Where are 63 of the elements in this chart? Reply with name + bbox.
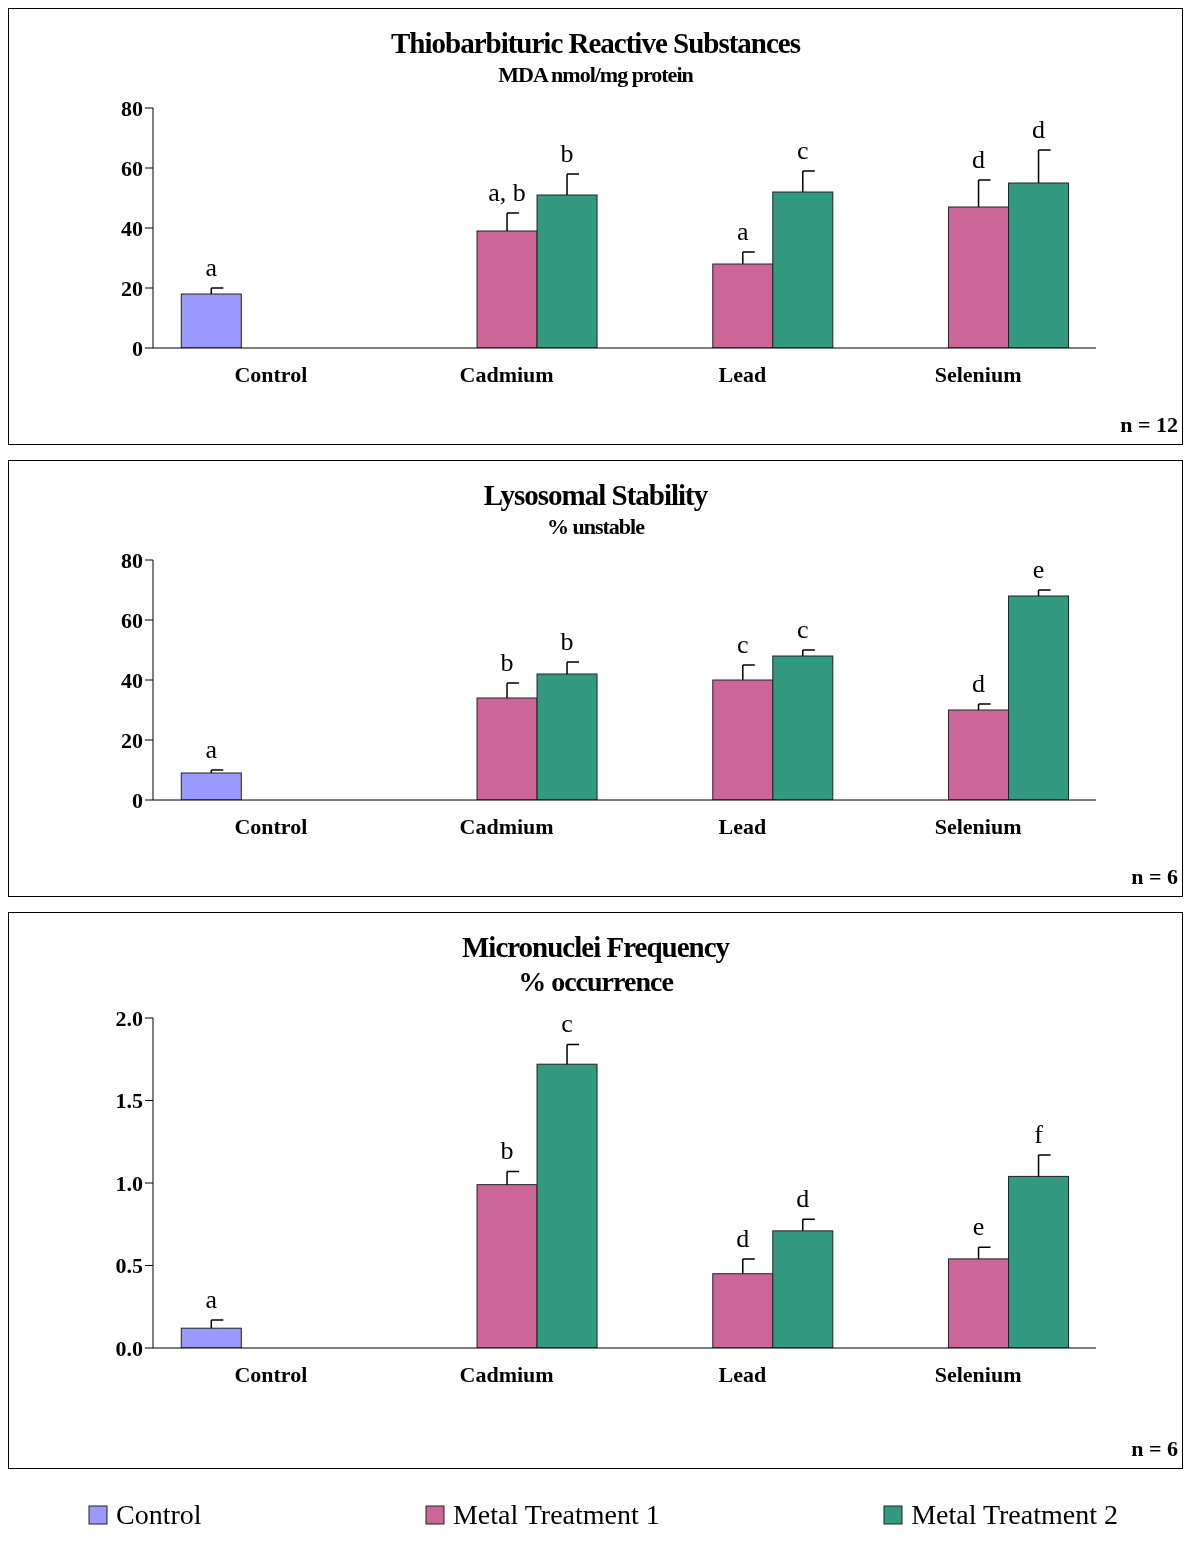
data-label: c [797, 615, 809, 644]
y-tick-label: 80 [121, 95, 143, 121]
chart-title: Thiobarbituric Reactive Substances [389, 26, 802, 60]
data-label: b [560, 139, 574, 168]
data-label: a [737, 217, 750, 246]
data-label: b [500, 1136, 514, 1166]
x-tick-label: Lead [718, 813, 767, 839]
y-tick-label: 40 [121, 215, 143, 241]
chart-title: Micronuclei Frequency [460, 930, 731, 964]
data-label: c [561, 1009, 573, 1039]
text: n = 6 [1131, 864, 1178, 889]
data-label: d [736, 1223, 750, 1253]
y-tick-label: 0 [132, 335, 143, 361]
y-tick-label: 1.0 [115, 1170, 143, 1196]
data-label: c [737, 630, 749, 659]
y-tick-label: 0.0 [115, 1335, 143, 1361]
data-label: d [796, 1184, 810, 1214]
bar [180, 293, 242, 348]
y-tick-label: 0 [132, 787, 143, 813]
data-label: b [560, 627, 574, 656]
x-tick-label: Selenium [934, 1361, 1022, 1387]
y-tick-label: 80 [121, 547, 143, 573]
y-tick-label: 60 [121, 607, 143, 633]
x-tick-label: Cadmium [459, 361, 554, 387]
legend-label: Metal Treatment 2 [911, 1499, 1118, 1531]
data-label: b [500, 648, 514, 677]
y-tick-label: 20 [121, 275, 143, 301]
data-label: c [797, 136, 809, 165]
x-tick-label: Lead [718, 1361, 767, 1387]
bar [180, 1327, 242, 1348]
y-tick-label: 0.5 [115, 1253, 143, 1279]
data-label: a, b [488, 178, 526, 207]
data-label: a [205, 253, 218, 282]
y-tick-label: 40 [121, 667, 143, 693]
bar [180, 772, 242, 800]
y-tick-label: 20 [121, 727, 143, 753]
chart-subtitle: % unstable [546, 514, 646, 540]
x-tick-label: Lead [718, 361, 767, 387]
x-tick-label: Cadmium [459, 813, 554, 839]
y-tick-label: 2.0 [115, 1005, 143, 1031]
data-label: e [1032, 555, 1045, 584]
chart-subtitle: MDA nmol/mg protein [497, 62, 695, 88]
legend-label: Control [116, 1499, 202, 1531]
data-label: d [972, 145, 986, 174]
x-tick-label: Control [234, 813, 308, 839]
chart-title: Lysosomal Stability [482, 478, 709, 512]
data-label: d [972, 669, 986, 698]
x-tick-label: Control [234, 1361, 308, 1387]
text: n = 12 [1120, 412, 1178, 437]
x-tick-label: Control [234, 361, 308, 387]
y-tick-label: 1.5 [115, 1088, 143, 1114]
data-label: e [972, 1212, 985, 1242]
data-label: a [205, 1284, 218, 1314]
y-tick-label: 60 [121, 155, 143, 181]
x-tick-label: Cadmium [459, 1361, 554, 1387]
data-label: f [1034, 1119, 1044, 1149]
text: n = 6 [1131, 1436, 1178, 1461]
data-label: d [1032, 115, 1046, 144]
chart-subtitle: % occurrence [517, 966, 675, 998]
legend-label: Metal Treatment 1 [452, 1499, 660, 1531]
x-tick-label: Selenium [934, 813, 1022, 839]
x-tick-label: Selenium [934, 361, 1022, 387]
data-label: a [205, 735, 218, 764]
